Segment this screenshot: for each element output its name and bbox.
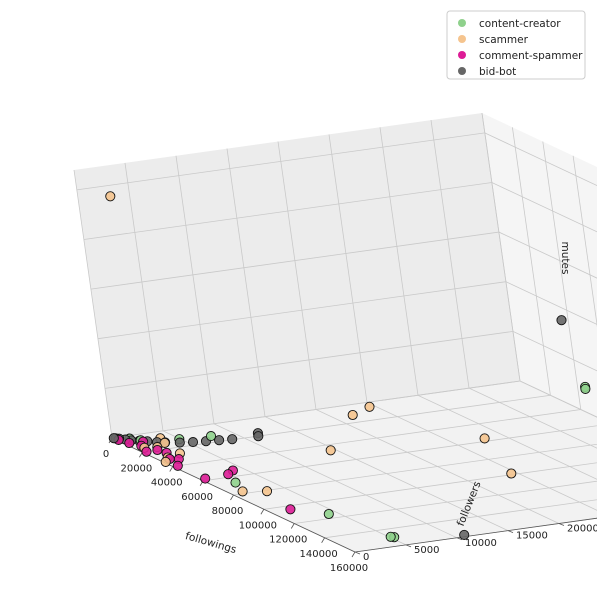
x-tick-label: 100000 [239,520,277,531]
x-grid-line [294,480,597,524]
x-tick-label: 40000 [151,478,183,489]
data-point-scammer [364,401,375,412]
x-tick-mark [290,523,295,529]
x-grid-line [233,443,597,496]
x-tick-label: 60000 [181,492,213,503]
z-grid-line [83,182,597,240]
data-point-content-creator [323,508,334,520]
data-point-bid-bot [108,433,119,444]
z-grid-line [76,132,597,191]
data-point-bid-bot [556,315,567,326]
data-point-content-creator [205,431,217,442]
legend-marker-bid-bot [458,67,466,75]
data-point-scammer [105,191,116,202]
y-tick-label: 15000 [516,531,548,542]
z-grid-line [97,281,597,340]
data-point-scammer [479,433,490,444]
z-grid-line [90,231,597,290]
x-grid-line [324,499,597,539]
data-point-scammer [347,409,358,421]
data-point-bid-bot [187,437,199,448]
legend-marker-scammer [458,35,466,43]
x-tick-label: 80000 [212,506,244,517]
back-wall-pane [482,113,597,418]
y-tick-mark [405,544,412,548]
x-tick-label: 20000 [120,463,152,474]
legend: content-creator scammer comment-spammer … [446,10,586,80]
x-tick-mark [260,509,265,515]
z-grid-line [111,380,597,439]
x-tick-label: 140000 [300,549,338,560]
legend-label-content-creator: content-creator [479,18,561,30]
data-point-comment-spammer [285,504,296,515]
legend-label-comment-spammer: comment-spammer [479,50,583,62]
y-tick-label: 5000 [414,545,439,556]
data-point-comment-spammer [124,437,135,449]
z-grid-line [104,330,597,389]
data-point-bid-bot [459,529,470,540]
y-tick-mark [507,530,514,533]
x-tick-mark [321,537,325,543]
x-tick-mark [169,466,174,472]
data-point-comment-spammer [141,446,152,457]
x-grid-line [203,155,597,482]
legend-label-scammer: scammer [479,34,529,46]
data-point-comment-spammer [172,460,183,471]
data-point-bid-bot [253,431,264,442]
data-point-comment-spammer [200,473,211,484]
tick-labels: 0200004000060000800001000001200001400001… [103,449,597,574]
x-grid-line [263,462,597,510]
y-tick-label: 10000 [465,538,497,549]
x-tick-label: 160000 [330,563,368,574]
x-tick-mark [230,494,234,501]
data-point-scammer [160,456,171,467]
z-axis-label: mutes [559,242,571,275]
data-point-content-creator [230,477,241,488]
data-point-comment-spammer [223,469,234,480]
data-point-bid-bot [227,434,238,445]
data-point-scammer [261,486,273,497]
x-tick-label: 120000 [269,535,307,546]
data-point-bid-bot [214,435,225,446]
legend-box [446,10,586,80]
x-axis-label: followings [184,530,238,556]
data-points [105,191,591,543]
data-point-bid-bot [174,437,185,448]
y-tick-label: 20000 [567,524,597,535]
legend-marker-content-creator [458,19,466,27]
tick-marks [108,437,565,558]
y-tick-mark [456,537,463,541]
x-tick-label: 0 [103,449,109,460]
floor-pane [112,381,597,552]
y-tick-label: 0 [363,552,369,563]
data-point-scammer [325,445,336,456]
y-tick-mark [558,523,565,526]
legend-label-bid-bot: bid-bot [479,66,516,78]
data-point-content-creator [385,531,396,542]
legend-marker-comment-spammer [458,51,466,59]
data-point-scammer [237,486,248,497]
data-point-scammer [506,468,517,479]
x-tick-mark [351,551,356,558]
data-point-content-creator [580,383,591,394]
data-point-comment-spammer [152,444,163,456]
y-tick-mark [354,551,361,555]
